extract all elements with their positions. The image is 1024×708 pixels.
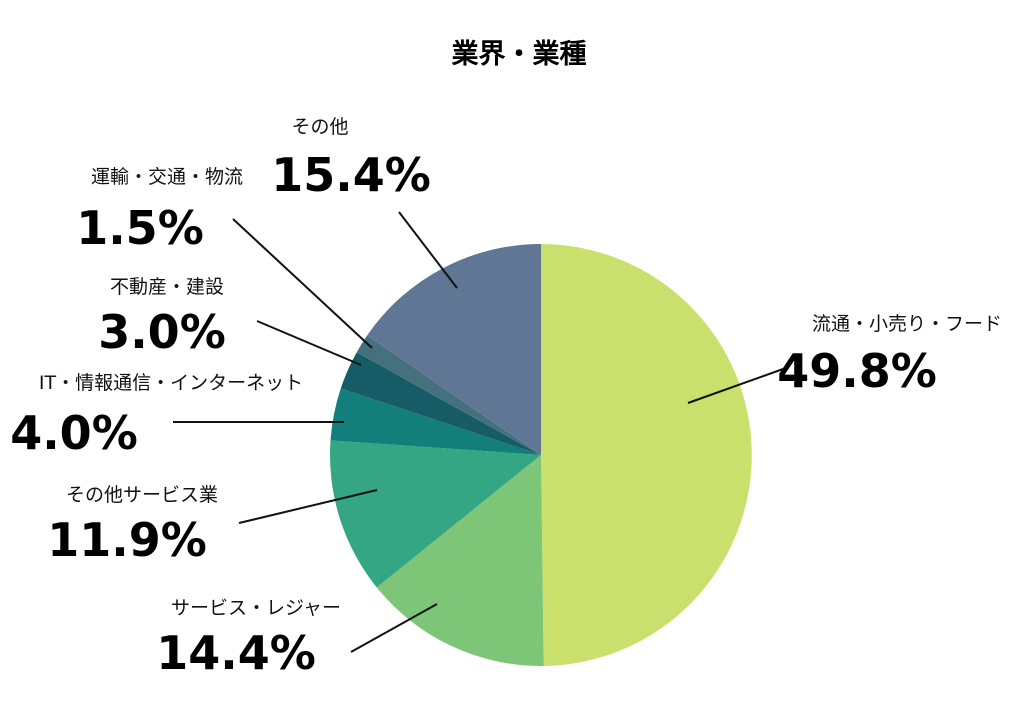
pie-slice bbox=[340, 352, 541, 455]
pie-slice bbox=[367, 244, 541, 455]
slice-labels: 流通・小売り・フード 49.8% サービス・レジャー 14.4% その他サービス業 11.… bbox=[10, 116, 1002, 680]
slice-name-label: サービス・レジャー bbox=[171, 597, 341, 619]
slice-name-label: その他サービス業 bbox=[66, 484, 218, 506]
leader-line bbox=[398, 211, 458, 289]
leader-line bbox=[687, 368, 784, 404]
pie-slices bbox=[329, 244, 752, 666]
leader-line bbox=[350, 603, 438, 653]
slice-name-label: 流通・小売り・フード bbox=[812, 313, 1002, 335]
slice-value-label: 3.0% bbox=[98, 305, 226, 359]
slice-value-label: 1.5% bbox=[76, 201, 204, 255]
leader-line bbox=[232, 218, 373, 349]
pie-slice bbox=[329, 440, 541, 588]
pie-slice bbox=[356, 335, 541, 455]
slice-value-label: 4.0% bbox=[10, 406, 138, 460]
chart-title: 業界・業種 bbox=[452, 39, 587, 70]
leader-line bbox=[256, 320, 362, 366]
slice-name-label: 不動産・建設 bbox=[110, 276, 224, 298]
slice-name-label: IT・情報通信・インターネット bbox=[39, 372, 303, 394]
pie-slice bbox=[541, 244, 752, 666]
leader-lines bbox=[173, 211, 784, 653]
leader-line bbox=[238, 489, 378, 524]
slice-name-label: その他 bbox=[291, 116, 348, 138]
slice-value-label: 14.4% bbox=[156, 626, 316, 680]
slice-value-label: 49.8% bbox=[777, 344, 937, 398]
pie-slice bbox=[330, 388, 541, 455]
slice-value-label: 15.4% bbox=[271, 148, 431, 202]
slice-value-label: 11.9% bbox=[47, 513, 207, 567]
slice-name-label: 運輸・交通・物流 bbox=[91, 166, 243, 188]
